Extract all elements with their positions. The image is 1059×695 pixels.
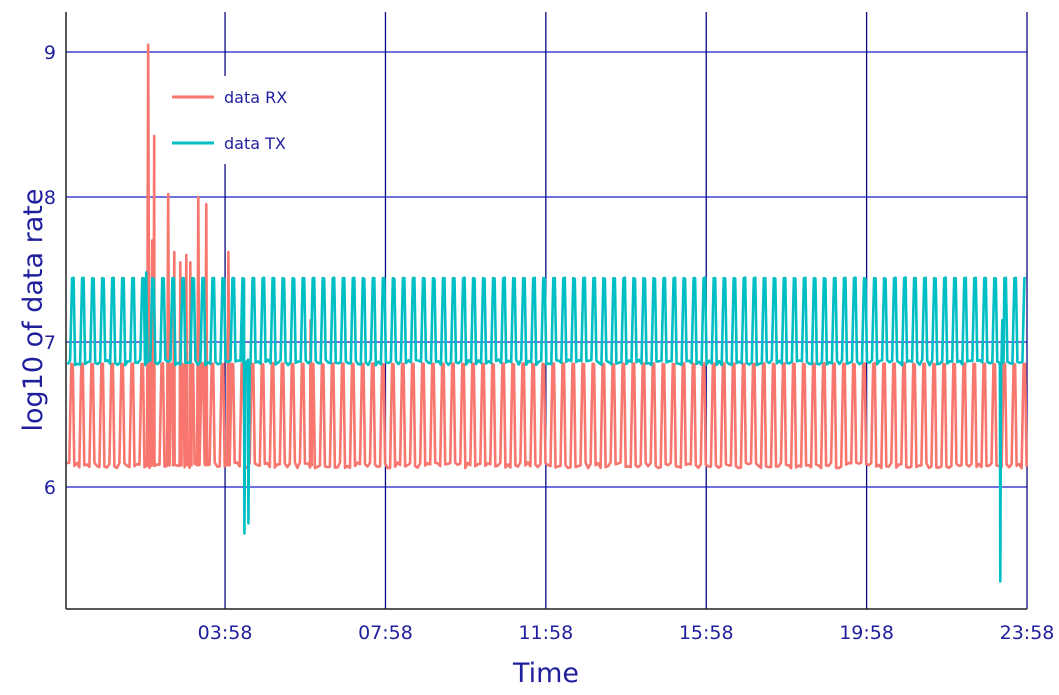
x-tick-label: 07:58 [358, 622, 413, 644]
series-line-tx [66, 271, 1026, 583]
y-tick-label: 8 [44, 187, 56, 209]
series-group [66, 43, 1028, 583]
x-tick-label: 11:58 [518, 622, 573, 644]
x-tick-label: 15:58 [679, 622, 734, 644]
y-axis-title: log10 of data rate [18, 189, 49, 432]
x-tick-label: 23:58 [1000, 622, 1055, 644]
legend-label: data TX [224, 134, 286, 153]
x-tick-label: 03:58 [198, 622, 253, 644]
legend: data RX data TX [160, 76, 310, 164]
y-tick-label: 6 [44, 477, 56, 499]
tick-labels: 6 7 8 9 03:58 07:58 11:58 15:58 19:58 23:58 [44, 42, 1054, 644]
legend-label: data RX [224, 88, 287, 107]
series-line-rx [66, 43, 1028, 470]
y-tick-label: 9 [44, 42, 56, 64]
x-tick-label: 19:58 [839, 622, 894, 644]
x-axis-title: Time [512, 658, 579, 689]
y-tick-label: 7 [44, 332, 56, 354]
legend-background [160, 76, 310, 164]
axes [65, 12, 1027, 610]
